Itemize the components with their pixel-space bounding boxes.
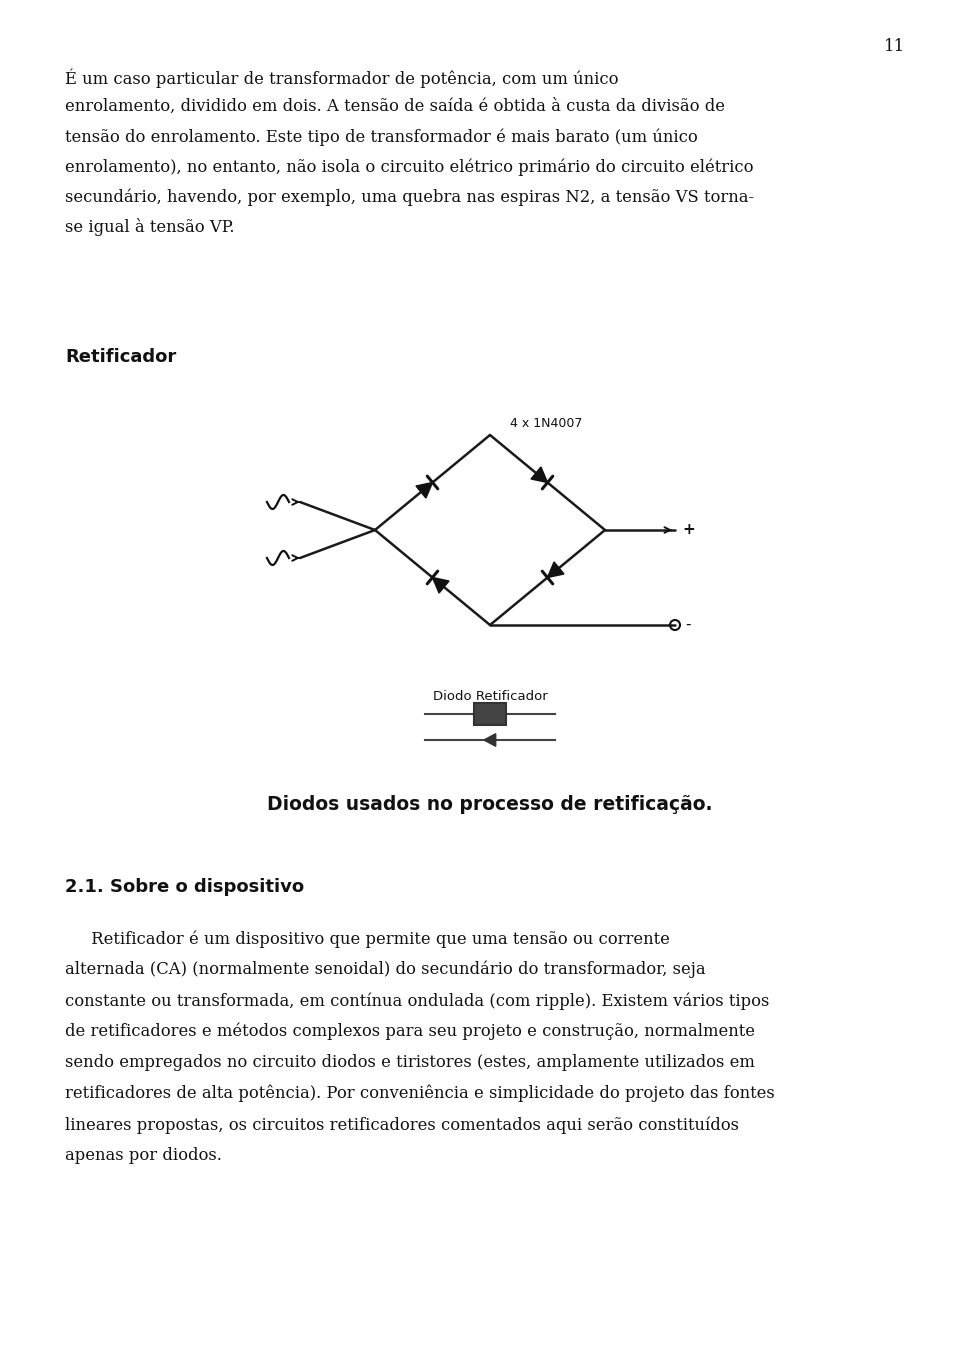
Text: alternada (CA) (normalmente senoidal) do secundário do transformador, seja: alternada (CA) (normalmente senoidal) do…: [65, 960, 706, 979]
Polygon shape: [484, 734, 495, 746]
Text: -: -: [685, 616, 690, 632]
Text: retificadores de alta potência). Por conveniência e simplicidade do projeto das : retificadores de alta potência). Por con…: [65, 1085, 775, 1103]
Text: Diodos usados no processo de retificação.: Diodos usados no processo de retificação…: [267, 795, 712, 814]
Text: enrolamento, dividido em dois. A tensão de saída é obtida à custa da divisão de: enrolamento, dividido em dois. A tensão …: [65, 98, 725, 116]
Text: 4 x 1N4007: 4 x 1N4007: [510, 417, 583, 430]
Text: de retificadores e métodos complexos para seu projeto e construção, normalmente: de retificadores e métodos complexos par…: [65, 1024, 755, 1041]
Text: Retificador: Retificador: [65, 348, 177, 366]
Text: lineares propostas, os circuitos retificadores comentados aqui serão constituído: lineares propostas, os circuitos retific…: [65, 1116, 739, 1134]
Text: Diodo Retificador: Diodo Retificador: [433, 690, 547, 703]
Text: 11: 11: [884, 38, 905, 55]
Text: tensão do enrolamento. Este tipo de transformador é mais barato (um único: tensão do enrolamento. Este tipo de tran…: [65, 128, 698, 145]
Text: sendo empregados no circuito diodos e tiristores (estes, amplamente utilizados e: sendo empregados no circuito diodos e ti…: [65, 1054, 755, 1071]
Text: É um caso particular de transformador de potência, com um único: É um caso particular de transformador de…: [65, 69, 618, 87]
Polygon shape: [547, 562, 564, 577]
Polygon shape: [416, 483, 433, 498]
Text: constante ou transformada, em contínua ondulada (com ripple). Existem vários tip: constante ou transformada, em contínua o…: [65, 993, 769, 1010]
Polygon shape: [531, 467, 547, 483]
Text: secundário, havendo, por exemplo, uma quebra nas espiras N2, a tensão VS torna-: secundário, havendo, por exemplo, uma qu…: [65, 188, 755, 206]
Text: enrolamento), no entanto, não isola o circuito elétrico primário do circuito elé: enrolamento), no entanto, não isola o ci…: [65, 157, 754, 175]
Text: Retificador é um dispositivo que permite que uma tensão ou corrente: Retificador é um dispositivo que permite…: [65, 929, 670, 947]
Polygon shape: [432, 577, 449, 593]
Text: 2.1. Sobre o dispositivo: 2.1. Sobre o dispositivo: [65, 878, 304, 896]
Text: se igual à tensão VP.: se igual à tensão VP.: [65, 218, 234, 235]
Text: apenas por diodos.: apenas por diodos.: [65, 1147, 222, 1163]
Bar: [474, 703, 506, 725]
Text: +: +: [682, 522, 695, 537]
